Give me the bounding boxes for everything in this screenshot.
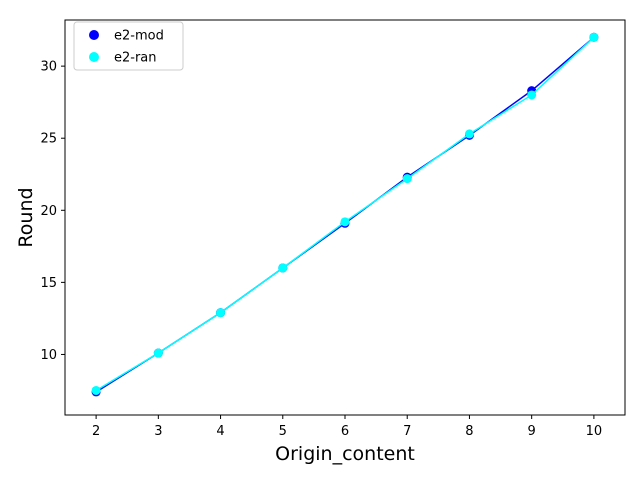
x-tick-label: 2 bbox=[92, 424, 100, 439]
y-tick-label: 30 bbox=[40, 60, 57, 75]
legend-label: e2-mod bbox=[114, 29, 164, 44]
legend-label: e2-ran bbox=[114, 51, 157, 66]
series-line-e2-ran bbox=[95, 36, 595, 392]
data-point-e2-ran bbox=[527, 90, 537, 100]
series-line-e2-mod bbox=[95, 36, 595, 393]
data-point-e2-ran bbox=[91, 385, 101, 395]
x-tick-label: 5 bbox=[279, 424, 287, 439]
data-point-e2-ran bbox=[589, 32, 599, 42]
plot-area bbox=[91, 32, 599, 397]
x-axis-title: Origin_content bbox=[275, 443, 415, 465]
legend: e2-mod e2-ran bbox=[73, 21, 184, 71]
y-tick-label: 25 bbox=[40, 132, 57, 147]
data-point-e2-ran bbox=[153, 348, 163, 358]
data-point-e2-ran bbox=[278, 263, 288, 273]
x-tick-label: 10 bbox=[586, 424, 603, 439]
legend-marker bbox=[89, 30, 99, 40]
y-tick-label: 15 bbox=[40, 276, 57, 291]
legend-marker bbox=[89, 52, 99, 62]
x-tick-label: 4 bbox=[216, 424, 224, 439]
x-tick-label: 7 bbox=[403, 424, 411, 439]
x-tick-label: 3 bbox=[154, 424, 162, 439]
x-tick-label: 6 bbox=[341, 424, 349, 439]
data-point-e2-ran bbox=[216, 308, 226, 318]
axes: 2 3 4 5 6 7 8 9 10 10 15 20 25 30 bbox=[40, 19, 626, 439]
data-point-e2-ran bbox=[464, 129, 474, 139]
x-tick-label: 9 bbox=[528, 424, 536, 439]
data-point-e2-ran bbox=[340, 217, 350, 227]
x-tick-label: 8 bbox=[465, 424, 473, 439]
legend-box bbox=[73, 21, 184, 71]
y-axis-title: Round bbox=[15, 187, 37, 247]
y-tick-label: 10 bbox=[40, 348, 57, 363]
y-tick-label: 20 bbox=[40, 204, 57, 219]
data-point-e2-ran bbox=[402, 174, 412, 184]
